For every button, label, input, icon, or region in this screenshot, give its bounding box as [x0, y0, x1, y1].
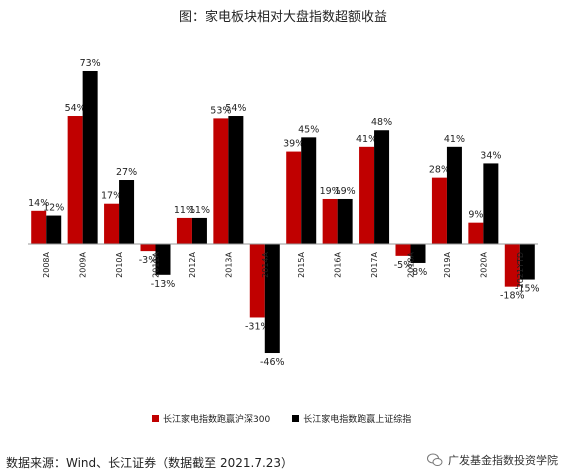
wechat-icon: [427, 453, 443, 466]
data-label-hs300-2019A: 28%: [429, 165, 450, 176]
data-label-hs300-2021YTD: -18%: [500, 291, 525, 302]
data-label-sse-2015A: 45%: [298, 124, 319, 135]
x-tick-label-2009A: 2009A: [79, 251, 88, 277]
data-label-hs300-2016A: 19%: [320, 186, 341, 197]
x-tick-label-2008A: 2008A: [42, 251, 51, 277]
x-tick-label-2010A: 2010A: [115, 251, 124, 277]
data-label-hs300-2010A: 17%: [101, 191, 122, 202]
watermark-text: 广发基金指数投资学院: [448, 454, 558, 467]
bar-hs300-2012A: [176, 217, 192, 244]
bar-hs300-2021YTD: [504, 244, 520, 287]
bar-sse-2018A: [410, 244, 426, 263]
bar-hs300-2015A: [286, 151, 302, 244]
bar-sse-2020A: [483, 163, 499, 244]
bar-sse-2009A: [82, 70, 98, 245]
source-note: 数据来源：Wind、长江证券（数据截至 2021.7.23）: [6, 456, 294, 470]
data-label-hs300-2009A: 54%: [65, 103, 86, 114]
x-tick-label-2014A: 2014A: [261, 251, 270, 277]
data-label-hs300-2015A: 39%: [283, 139, 304, 150]
x-tick-label-2013A: 2013A: [224, 251, 233, 277]
legend-swatch-hs300: [152, 415, 159, 422]
x-tick-label-2017A: 2017A: [370, 251, 379, 277]
data-label-sse-2009A: 73%: [80, 58, 101, 69]
bar-sse-2010A: [119, 180, 135, 244]
bar-hs300-2013A: [213, 118, 229, 244]
x-tick-label-2020A: 2020A: [479, 251, 488, 277]
data-label-hs300-2020A: 9%: [468, 210, 483, 221]
legend-label-sse: 长江家电指数跑赢上证综指: [303, 415, 412, 425]
data-label-sse-2012A: 11%: [189, 205, 210, 216]
bar-sse-2014A: [264, 244, 280, 354]
legend-item-sse: 长江家电指数跑赢上证综指: [292, 412, 411, 425]
x-tick-label-2015A: 2015A: [297, 251, 306, 277]
x-tick-label-2019A: 2019A: [443, 251, 452, 277]
data-label-hs300-2014A: -31%: [245, 321, 270, 332]
data-label-hs300-2011A: -3%: [139, 255, 158, 266]
x-tick-label-2018A: 2018A: [407, 251, 416, 277]
bar-hs300-2017A: [359, 146, 375, 244]
x-tick-label-2011A: 2011A: [152, 251, 161, 277]
data-label-hs300-2013A: 53%: [210, 105, 231, 116]
data-label-sse-2021YTD: -15%: [515, 284, 540, 295]
x-tick-label-2012A: 2012A: [188, 251, 197, 277]
bar-sse-2017A: [374, 130, 390, 244]
data-label-sse-2017A: 48%: [371, 117, 392, 128]
bar-hs300-2016A: [322, 198, 338, 244]
data-label-sse-2013A: 54%: [225, 103, 246, 114]
bar-hs300-2011A: [140, 244, 156, 252]
data-label-sse-2016A: 19%: [335, 186, 356, 197]
bar-sse-2016A: [337, 198, 353, 244]
bar-sse-2013A: [228, 116, 244, 244]
data-label-sse-2018A: -8%: [409, 267, 428, 278]
bar-hs300-2009A: [67, 116, 83, 244]
data-label-hs300-2018A: -5%: [394, 260, 413, 271]
watermark: 广发基金指数投资学院: [427, 452, 558, 468]
legend-label-hs300: 长江家电指数跑赢沪深300: [163, 415, 271, 425]
data-label-sse-2011A: -13%: [151, 279, 176, 290]
bar-hs300-2019A: [431, 177, 447, 244]
bar-sse-2019A: [446, 146, 462, 244]
data-label-sse-2010A: 27%: [116, 167, 137, 178]
legend-item-hs300: 长江家电指数跑赢沪深300: [152, 412, 270, 425]
bar-sse-2015A: [301, 137, 317, 244]
chart-title: 图：家电板块相对大盘指数超额收益: [178, 10, 387, 25]
bar-hs300-2018A: [395, 244, 411, 256]
bar-hs300-2020A: [468, 222, 484, 244]
data-label-hs300-2008A: 14%: [28, 198, 49, 209]
x-tick-label-2021YTD: 2021YTD: [516, 252, 525, 288]
data-label-hs300-2017A: 41%: [356, 134, 377, 145]
x-tick-label-2016A: 2016A: [334, 251, 343, 277]
bar-sse-2011A: [155, 244, 171, 275]
bar-hs300-2010A: [104, 203, 120, 244]
data-label-sse-2019A: 41%: [444, 134, 465, 145]
bar-hs300-2014A: [249, 244, 265, 318]
bar-sse-2012A: [191, 217, 207, 244]
data-label-sse-2020A: 34%: [480, 150, 501, 161]
bar-sse-2008A: [46, 215, 62, 244]
data-label-sse-2014A: -46%: [260, 357, 285, 368]
data-label-sse-2008A: 12%: [43, 203, 64, 214]
legend-swatch-sse: [292, 415, 300, 422]
legend: 长江家电指数跑赢沪深300 长江家电指数跑赢上证综指: [152, 412, 411, 425]
data-label-hs300-2012A: 11%: [174, 205, 195, 216]
bar-sse-2021YTD: [519, 244, 535, 280]
bar-hs300-2008A: [31, 210, 47, 244]
